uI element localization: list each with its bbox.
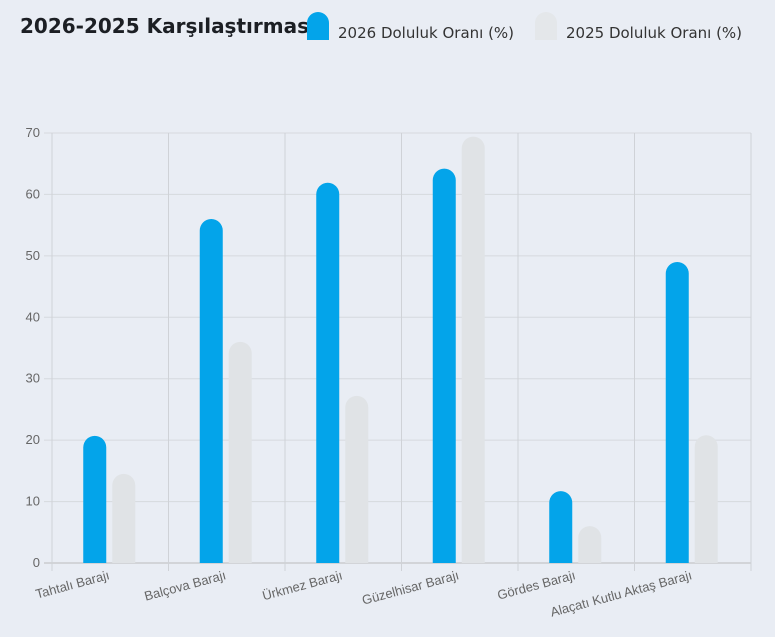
bar-2026 xyxy=(83,435,107,563)
y-tick-label: 70 xyxy=(26,125,40,140)
y-tick-label: 60 xyxy=(26,186,40,201)
y-tick-label: 20 xyxy=(26,432,40,447)
y-tick-label: 0 xyxy=(33,555,40,570)
bar-2025 xyxy=(228,341,252,563)
legend-label-2026: 2026 Doluluk Oranı (%) xyxy=(338,24,515,42)
x-tick-label: Tahtalı Barajı xyxy=(34,567,111,601)
y-tick-label: 40 xyxy=(26,309,40,324)
x-tick-label: Ürkmez Barajı xyxy=(261,567,344,603)
y-tick-label: 50 xyxy=(26,248,40,263)
bar-2025 xyxy=(461,136,485,563)
bar-2025 xyxy=(578,526,602,563)
legend-item-2026[interactable]: 2026 Doluluk Oranı (%) xyxy=(307,12,518,44)
chart-title: 2026-2025 Karşılaştırması xyxy=(20,14,316,38)
bar-2026 xyxy=(199,219,223,563)
y-tick-label: 10 xyxy=(26,494,40,509)
legend-item-2025[interactable]: 2025 Doluluk Oranı (%) xyxy=(535,12,746,44)
bar-2026 xyxy=(549,491,573,563)
bar-2026 xyxy=(316,182,340,563)
legend-label-2025: 2025 Doluluk Oranı (%) xyxy=(566,24,743,42)
bar-2026 xyxy=(665,262,689,563)
x-tick-label: Gördes Barajı xyxy=(496,567,577,602)
legend-swatch-2026 xyxy=(307,12,329,40)
legend-swatch-2025 xyxy=(535,12,557,40)
bar-2025 xyxy=(112,473,136,563)
y-tick-label: 30 xyxy=(26,371,40,386)
x-tick-label: Balçova Barajı xyxy=(143,567,228,603)
bar-2026 xyxy=(432,168,456,563)
bar-2025 xyxy=(345,395,369,563)
x-tick-label: Güzelhisar Barajı xyxy=(360,567,460,607)
bar-2025 xyxy=(694,435,718,563)
